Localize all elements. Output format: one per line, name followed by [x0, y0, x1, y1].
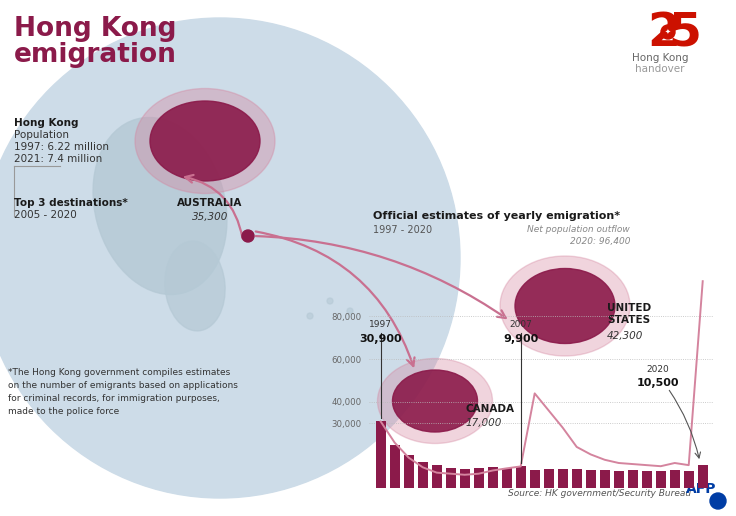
Text: 2021: 7.4 million: 2021: 7.4 million — [14, 154, 102, 164]
Text: 10,500: 10,500 — [637, 378, 679, 388]
Bar — [530, 470, 539, 488]
Ellipse shape — [165, 241, 225, 331]
Ellipse shape — [515, 268, 615, 344]
Text: Official estimates of yearly emigration*: Official estimates of yearly emigration* — [373, 211, 620, 221]
Text: 5: 5 — [668, 11, 701, 56]
Circle shape — [242, 230, 254, 242]
Text: Hong Kong: Hong Kong — [631, 53, 688, 63]
Bar — [614, 471, 623, 488]
Text: Top 3 destinations*: Top 3 destinations* — [14, 198, 128, 208]
Text: for criminal records, for immigration purposes,: for criminal records, for immigration pu… — [8, 394, 220, 403]
Bar — [460, 469, 470, 488]
Bar — [558, 470, 567, 488]
Circle shape — [347, 308, 353, 314]
Text: CANADA: CANADA — [465, 404, 514, 414]
Text: 42,300: 42,300 — [607, 331, 643, 341]
Circle shape — [0, 18, 460, 498]
Bar — [656, 471, 666, 488]
Bar — [488, 467, 498, 488]
Text: 9,900: 9,900 — [503, 334, 538, 344]
Circle shape — [661, 25, 675, 39]
Text: Population: Population — [14, 130, 69, 140]
Circle shape — [327, 298, 333, 304]
Text: 2020: 2020 — [646, 365, 669, 374]
Text: 2007: 2007 — [509, 320, 532, 329]
Bar — [572, 469, 581, 488]
Text: on the number of emigrants based on applications: on the number of emigrants based on appl… — [8, 381, 238, 390]
Text: handover: handover — [635, 64, 684, 74]
Ellipse shape — [135, 89, 275, 194]
Text: AUSTRALIA: AUSTRALIA — [177, 198, 243, 208]
Bar — [670, 470, 680, 488]
Bar — [516, 466, 526, 488]
Text: 2020: 96,400: 2020: 96,400 — [570, 237, 630, 246]
Text: 1997 - 2020: 1997 - 2020 — [373, 225, 432, 235]
Bar — [389, 445, 400, 488]
Text: UNITED
STATES: UNITED STATES — [607, 303, 651, 325]
Bar — [431, 465, 442, 488]
Text: 1997: 1997 — [369, 320, 392, 329]
Bar — [502, 468, 512, 488]
Text: Source: HK government/Security Bureau: Source: HK government/Security Bureau — [508, 489, 691, 498]
Text: Net population outflow: Net population outflow — [527, 225, 630, 234]
Text: 17,000: 17,000 — [465, 418, 501, 428]
Text: 2005 - 2020: 2005 - 2020 — [14, 210, 77, 220]
Bar — [445, 469, 456, 488]
Text: Hong Kong: Hong Kong — [14, 118, 79, 128]
Text: ✦: ✦ — [665, 29, 671, 35]
Bar — [403, 455, 414, 488]
Text: emigration: emigration — [14, 42, 177, 68]
Bar — [474, 468, 484, 488]
Text: 2: 2 — [647, 11, 680, 56]
Circle shape — [710, 493, 726, 509]
Text: made to the police force: made to the police force — [8, 407, 119, 416]
Ellipse shape — [93, 118, 227, 295]
Ellipse shape — [500, 256, 630, 356]
Text: 35,300: 35,300 — [192, 212, 228, 222]
Text: *The Hong Kong government compiles estimates: *The Hong Kong government compiles estim… — [8, 368, 230, 377]
Ellipse shape — [150, 101, 260, 181]
Bar — [375, 422, 386, 488]
Ellipse shape — [392, 370, 478, 432]
Bar — [544, 470, 553, 488]
Bar — [684, 471, 694, 488]
Bar — [417, 462, 428, 488]
Ellipse shape — [378, 359, 492, 443]
Bar — [586, 470, 595, 488]
Bar — [642, 471, 652, 488]
Bar — [628, 470, 638, 488]
Bar — [600, 470, 609, 488]
Text: AFP: AFP — [686, 482, 717, 496]
Circle shape — [307, 313, 313, 319]
Text: 30,900: 30,900 — [359, 334, 402, 344]
Text: Hong Kong: Hong Kong — [14, 16, 177, 42]
Text: 1997: 6.22 million: 1997: 6.22 million — [14, 142, 109, 152]
Bar — [698, 465, 708, 488]
